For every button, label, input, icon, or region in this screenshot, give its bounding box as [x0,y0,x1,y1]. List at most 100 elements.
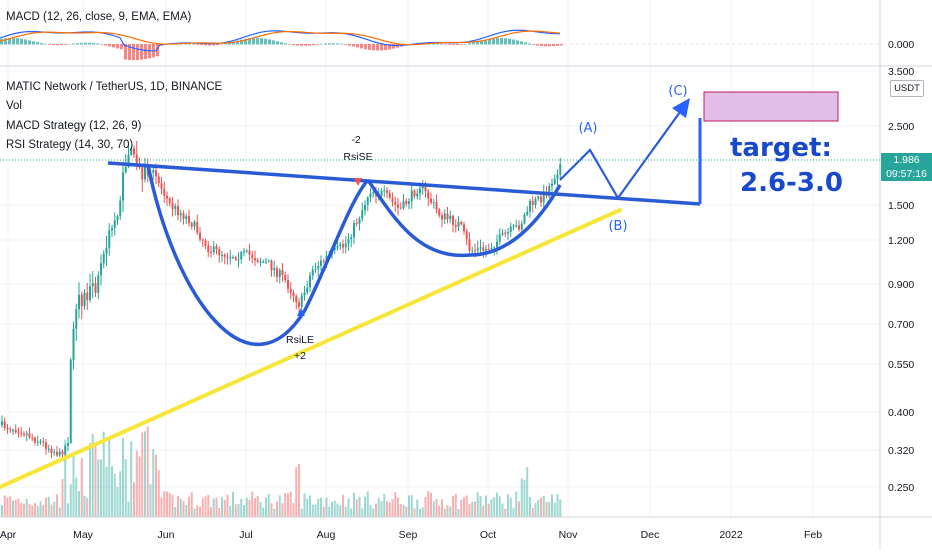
currency-unit-tag[interactable]: USDT [890,80,924,97]
volume-bar [157,470,160,517]
candle-body [265,261,267,263]
volume-bar [36,506,39,517]
candle-body [42,441,45,443]
volume-bar [122,437,124,517]
candle-body [421,185,424,189]
macd-histogram-bar [492,38,495,45]
macd-histogram-bar [40,43,43,45]
macd-histogram-bar [88,42,91,45]
macd-histogram-bar [328,43,331,45]
x-tick-label: Feb [804,529,822,541]
candle-body [204,240,207,246]
macd-histogram-bar [308,44,311,46]
volume-bar [141,432,144,517]
macd-strategy-legend[interactable]: MACD Strategy (12, 26, 9) [6,120,142,132]
candle-body [361,210,364,219]
volume-bar [251,491,254,517]
handle-curve [366,179,562,258]
volume-bar [116,487,119,517]
volume-bar [102,431,105,517]
macd-histogram-bar [360,44,363,49]
volume-bar [358,496,361,517]
volume-bar [229,505,232,517]
macd-histogram-bar [232,41,235,45]
volume-bar [75,477,78,517]
candle-body [333,247,336,251]
macd-histogram-bar [72,43,75,45]
candle-body [479,247,482,249]
volume-bar [152,449,155,517]
volume-bar [380,501,383,517]
volume-bar [124,459,127,517]
candle-body [133,148,135,155]
macd-histogram-bar [376,44,379,51]
symbol-legend[interactable]: MATIC Network / TetherUS, 1D, BINANCE [6,81,223,93]
macd-histogram-bar [32,41,35,45]
volume-bar [281,503,284,517]
candle-body [474,250,476,252]
volume-bar [119,471,122,517]
candle-body [160,183,163,189]
volume-bar [47,496,50,517]
macd-histogram-bar [460,44,463,45]
x-tick-label: May [73,529,94,541]
candle-body [553,179,556,184]
long-signal-name: RsiLE [286,334,314,346]
volume-bar [405,506,408,517]
macd-histogram-bar [204,44,207,46]
volume-bar [353,492,355,517]
volume-bar [421,507,424,517]
volume-bar [292,503,295,517]
candle-body [394,201,397,205]
candle-body [262,261,265,263]
macd-histogram-bar [304,44,307,46]
candle-body [36,441,39,443]
candle-body [468,239,471,251]
volume-bar [386,501,388,517]
candle-body [284,274,287,281]
macd-histogram-bar [60,44,63,46]
volume-bar [262,507,265,517]
macd-legend[interactable]: MACD (12, 26, close, 9, EMA, EMA) [6,11,192,23]
macd-histogram-bar [536,44,539,46]
x-tick-label: Sep [399,529,418,541]
volume-bar [452,496,454,517]
candle-body [419,188,421,194]
volume-bar [355,499,358,517]
volume-bar [80,458,83,517]
candle-body [56,451,58,456]
volume-bar [545,502,548,517]
candle-body [17,432,20,434]
macd-histogram-bar [264,38,267,45]
macd-histogram-bar [228,42,231,45]
volume-bar [493,496,496,517]
long-signal-qty: +2 [294,350,306,362]
volume-bar [276,501,278,517]
macd-histogram-bar [456,44,459,46]
macd-histogram-bar [200,44,203,46]
macd-histogram-bar [224,43,227,45]
volume-bar [182,501,185,517]
macd-histogram-bar [192,43,195,45]
macd-histogram-bar [356,44,359,48]
candle-body [487,249,490,251]
volume-bar [485,495,487,517]
candle-body [210,251,212,253]
volume-bar [34,502,36,517]
volume-bar [61,478,64,517]
x-tick-label: Jun [158,529,175,541]
long-signal-arrow [297,308,305,316]
volume-bar [256,495,259,517]
countdown-badge: 09:57:16 [881,167,932,181]
candle-body [64,445,67,455]
macd-histogram-bar [8,37,11,45]
volume-bar [1,505,3,517]
volume-legend[interactable]: Vol [6,100,22,112]
volume-bar [454,493,457,517]
macd-histogram-bar [508,38,511,45]
rsi-strategy-legend[interactable]: RSI Strategy (14, 30, 70) [6,139,134,151]
volume-bar [460,499,463,517]
candle-body [317,265,320,270]
candle-body [168,198,171,204]
